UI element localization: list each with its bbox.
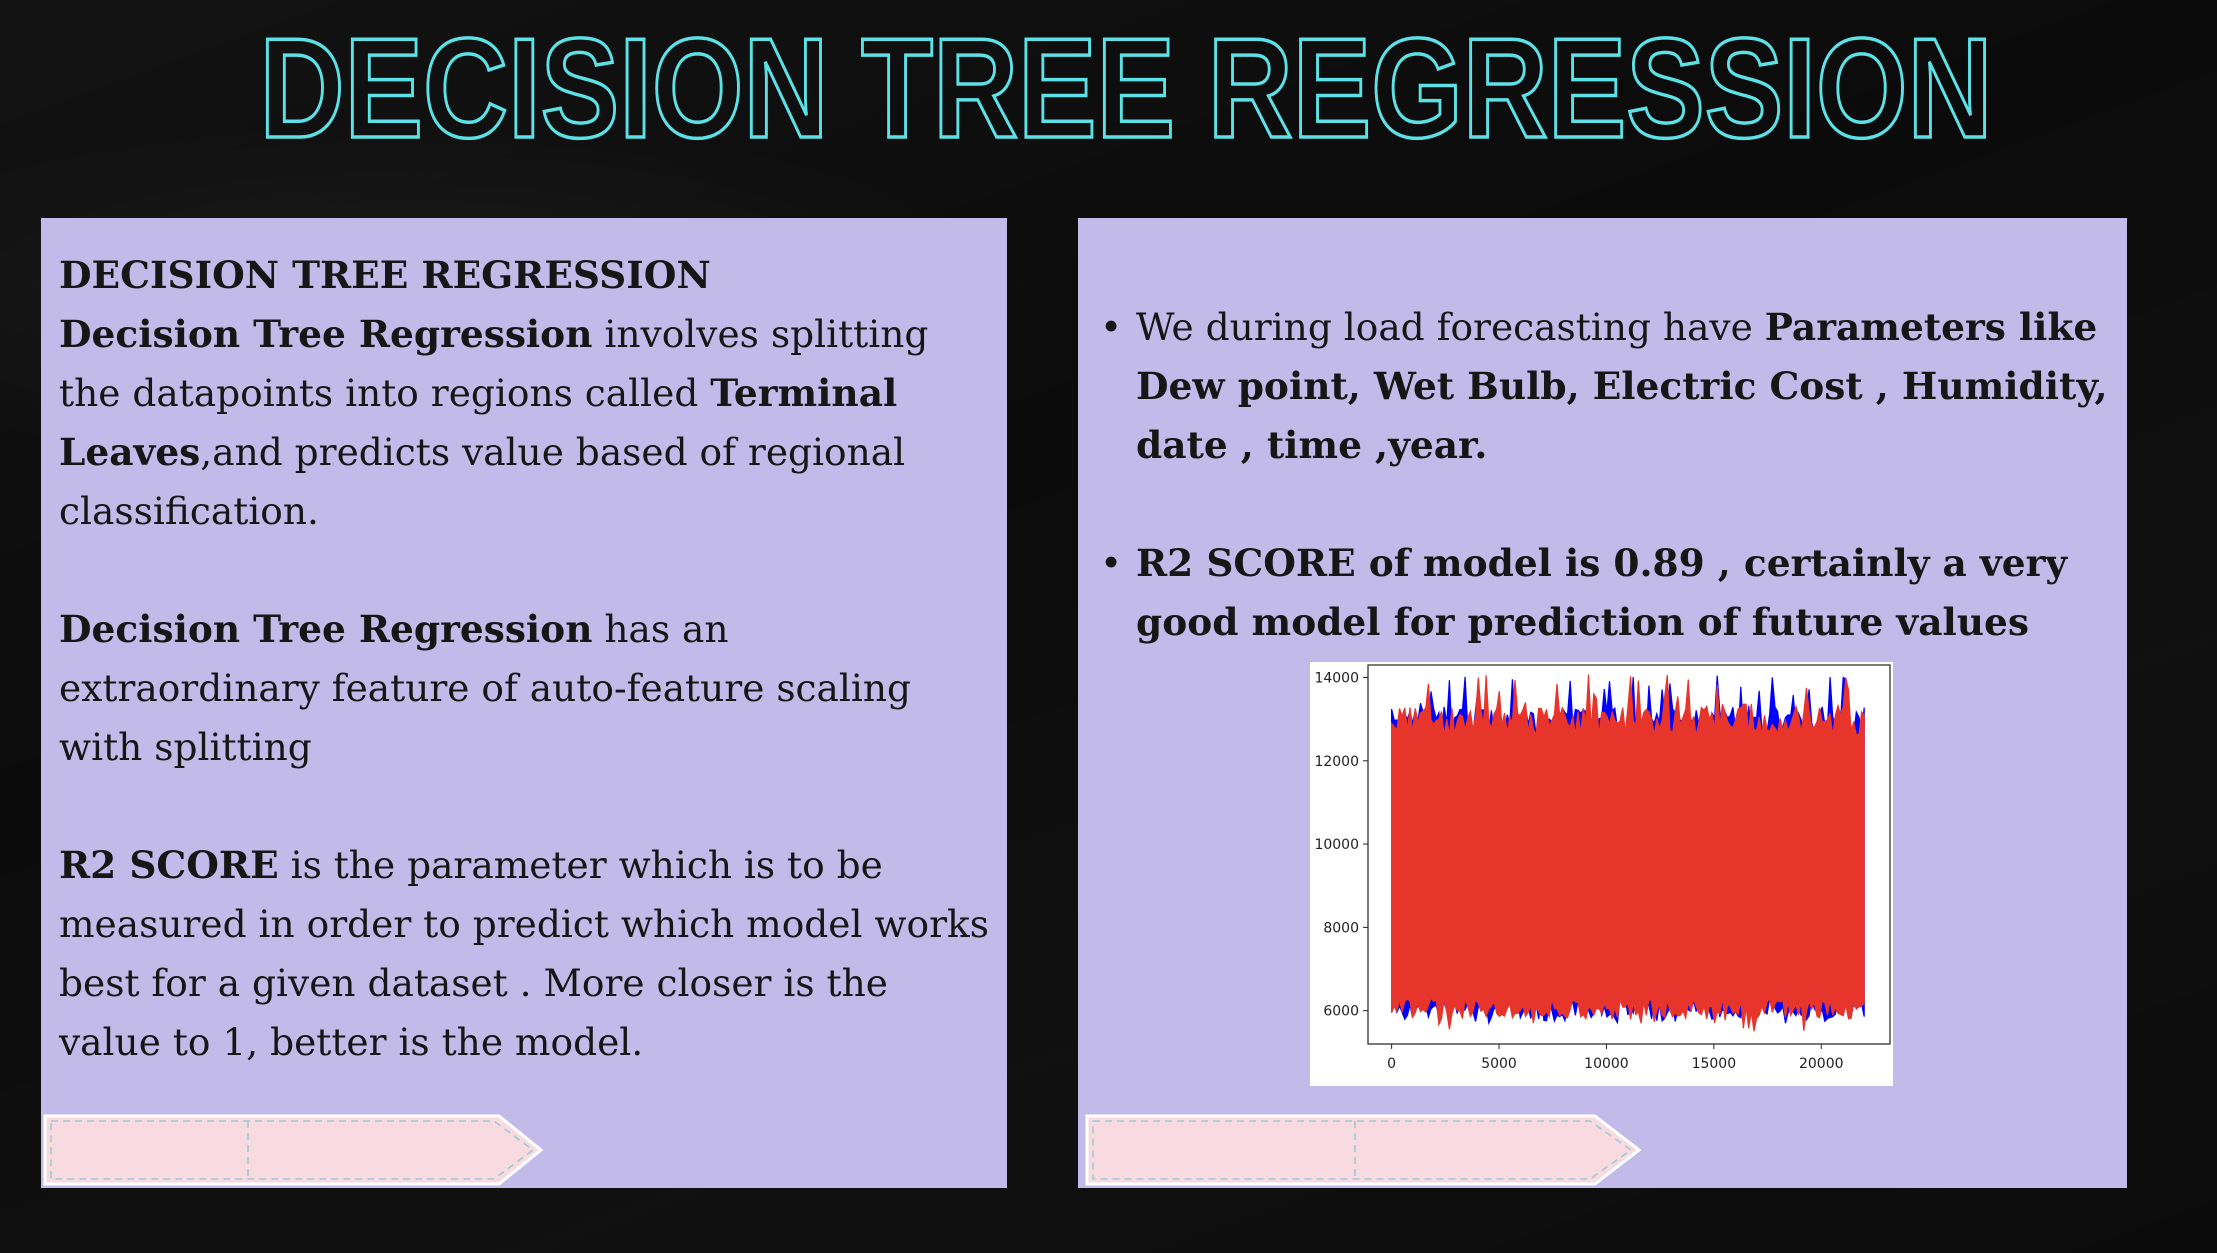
bullet-r2-score: • R2 SCORE of model is 0.89 , certainly a… (1100, 541, 2068, 644)
paragraph-r2: R2 SCORE is the parameter which is to be… (59, 843, 989, 1064)
left-panel: DECISION TREE REGRESSION Decision Tree R… (41, 218, 1007, 1188)
x-tick-label: 0 (1387, 1056, 1396, 1072)
x-tick-label: 5000 (1481, 1056, 1517, 1072)
slide-title: DECISION TREE REGRESSION (258, 10, 1995, 160)
bullet-parameters: • We during load forecasting have Paramet… (1100, 305, 2108, 467)
arrow-tag-decoration (1085, 1114, 1642, 1186)
series-1-band (1391, 674, 1865, 1032)
left-panel-text: DECISION TREE REGRESSION Decision Tree R… (59, 246, 989, 1072)
slide-title-text: DECISION TREE REGRESSION (260, 10, 1993, 160)
x-tick-label: 10000 (1584, 1056, 1629, 1072)
y-tick-label: 12000 (1314, 754, 1359, 770)
prediction-chart: 0 5000 10000 15000 20000 6000 8000 10000 12000 14… (1310, 662, 1893, 1086)
right-panel: • We during load forecasting have Paramet… (1078, 218, 2127, 1188)
y-tick-label: 14000 (1314, 670, 1359, 686)
plot-frame (1367, 664, 1891, 1045)
y-tick-label: 6000 (1323, 1004, 1359, 1020)
y-tick-label: 10000 (1314, 837, 1359, 853)
y-tick-label: 8000 (1323, 920, 1359, 936)
paragraph-feature: Decision Tree Regression has an extraord… (59, 607, 912, 769)
arrow-tag-decoration (43, 1114, 544, 1186)
bullet-list: • We during load forecasting have Paramet… (1100, 298, 2116, 652)
x-tick-label: 20000 (1799, 1056, 1844, 1072)
prediction-chart-svg: 0 5000 10000 15000 20000 6000 8000 10000 12000 14… (1314, 664, 1891, 1072)
paragraph-definition: Decision Tree Regression involves splitt… (59, 312, 929, 533)
x-tick-label: 15000 (1692, 1056, 1737, 1072)
left-heading: DECISION TREE REGRESSION (59, 253, 711, 297)
